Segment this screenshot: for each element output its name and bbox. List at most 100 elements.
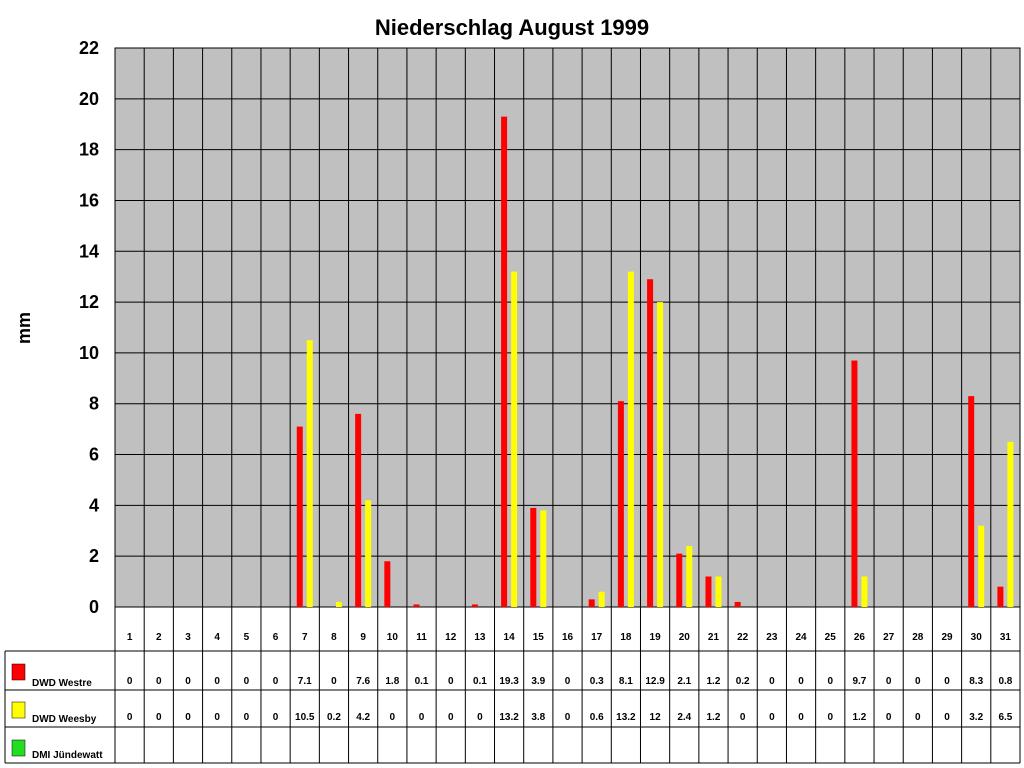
data-label: 0 [740,712,746,723]
data-label: 0 [127,676,133,687]
legend-label: DWD Westre [32,678,92,689]
data-label: 3.2 [969,712,983,723]
x-tick-label: 6 [273,632,279,643]
data-label: 12 [650,712,662,723]
data-label: 0 [273,676,279,687]
data-label: 0 [244,712,250,723]
bar-dwd-weesby [627,271,634,607]
x-tick-label: 11 [416,632,427,643]
data-label: 0 [565,676,571,687]
x-tick-label: 24 [795,632,807,643]
plot-area: 0 2 4 6 8 10 12 14 16 18 20 22 [79,38,1021,617]
bar-dwd-westre [384,561,391,607]
legend-label: DWD Weesby [32,714,97,725]
data-label: 1.8 [385,676,399,687]
data-label: 2.4 [677,712,691,723]
data-label: 0 [886,712,892,723]
legend-swatch [11,739,26,757]
x-tick-label: 28 [912,632,924,643]
data-table: 1 2 3 4 5 6 7 8 9 10 11 12 13 14 15 16 17 18 19 20 21 22 23 24 2… [4,607,1021,764]
data-label: 0 [827,676,833,687]
y-tick-label: 8 [89,394,99,414]
x-tick-label: 18 [620,632,632,643]
bar-dwd-westre [501,116,508,607]
bar-dwd-weesby [511,271,518,607]
data-label: 0 [448,676,454,687]
x-tick-label: 19 [650,632,662,643]
data-label: 0 [185,712,191,723]
data-label: 0 [127,712,133,723]
data-label: 0 [798,712,804,723]
data-label: 0 [214,676,220,687]
bar-dwd-weesby [978,525,985,607]
bar-dwd-westre [413,604,420,607]
x-tick-label: 15 [533,632,545,643]
plot-background [114,47,1021,608]
x-tick-label: 31 [1000,632,1012,643]
bar-dwd-weesby [715,576,722,607]
x-tick-label: 30 [971,632,983,643]
x-tick-label: 10 [387,632,399,643]
x-tick-label: 8 [331,632,337,643]
x-tick-label: 17 [591,632,603,643]
bar-dwd-westre [617,401,624,607]
data-label: 13.2 [616,712,636,723]
data-label: 2.1 [677,676,691,687]
bar-dwd-westre [851,360,858,607]
y-tick-label: 18 [79,140,99,160]
x-tick-label: 20 [679,632,691,643]
data-label: 0 [390,712,396,723]
data-label: 0 [565,712,571,723]
data-label: 0 [827,712,833,723]
data-label: 8.1 [619,676,633,687]
bar-dwd-weesby [686,546,693,607]
y-tick-label: 4 [89,495,99,515]
x-tick-label: 3 [185,632,191,643]
x-tick-label: 2 [156,632,162,643]
data-label: 1.2 [707,712,721,723]
data-label: 0 [273,712,279,723]
bar-dwd-westre [355,413,362,607]
x-tick-label: 4 [214,632,220,643]
bar-dwd-weesby [335,601,342,607]
bar-dwd-westre [676,553,683,607]
bar-dwd-weesby [540,510,547,607]
data-label: 0 [915,712,921,723]
data-label: 6.5 [998,712,1012,723]
bar-dwd-weesby [861,576,868,607]
data-label: 10.5 [295,712,315,723]
y-tick-label: 6 [89,445,99,465]
data-label: 3.9 [531,676,545,687]
y-tick-label: 10 [79,343,99,363]
data-label: 12.9 [645,676,665,687]
bar-dwd-weesby [657,302,664,607]
data-label: 0 [331,676,337,687]
data-label: 0 [915,676,921,687]
data-label: 3.8 [531,712,545,723]
data-label: 1.2 [852,712,866,723]
data-label: 0 [798,676,804,687]
x-tick-label: 7 [302,632,308,643]
data-label: 1.2 [707,676,721,687]
bar-dwd-weesby [1007,441,1014,607]
data-label: 9.7 [852,676,866,687]
bar-dwd-weesby [598,591,605,607]
y-tick-label: 2 [89,546,99,566]
data-label: 0 [156,712,162,723]
x-tick-label: 12 [445,632,457,643]
data-label: 0 [185,676,191,687]
y-tick-label: 22 [79,38,99,58]
bar-dwd-westre [997,586,1004,607]
bar-dwd-westre [968,396,975,607]
data-label: 0 [944,712,950,723]
bar-dwd-westre [734,601,741,607]
x-tick-label: 23 [766,632,778,643]
data-label: 0 [214,712,220,723]
x-tick-label: 13 [474,632,486,643]
legend-swatch [11,663,26,681]
data-label: 8.3 [969,676,983,687]
data-label: 0 [244,676,250,687]
y-tick-label: 12 [79,292,99,312]
y-tick-label: 16 [79,190,99,210]
